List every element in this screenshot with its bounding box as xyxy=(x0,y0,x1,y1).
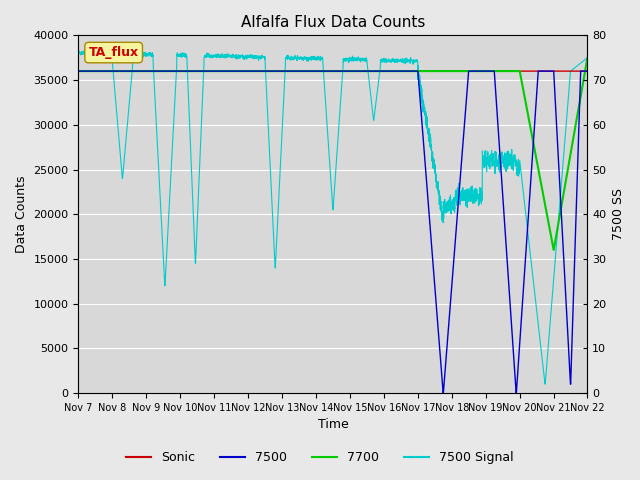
Title: Alfalfa Flux Data Counts: Alfalfa Flux Data Counts xyxy=(241,15,425,30)
Text: TA_flux: TA_flux xyxy=(88,46,139,59)
X-axis label: Time: Time xyxy=(317,419,348,432)
Y-axis label: Data Counts: Data Counts xyxy=(15,176,28,253)
Y-axis label: 7500 SS: 7500 SS xyxy=(612,188,625,240)
Legend: Sonic, 7500, 7700, 7500 Signal: Sonic, 7500, 7700, 7500 Signal xyxy=(121,446,519,469)
